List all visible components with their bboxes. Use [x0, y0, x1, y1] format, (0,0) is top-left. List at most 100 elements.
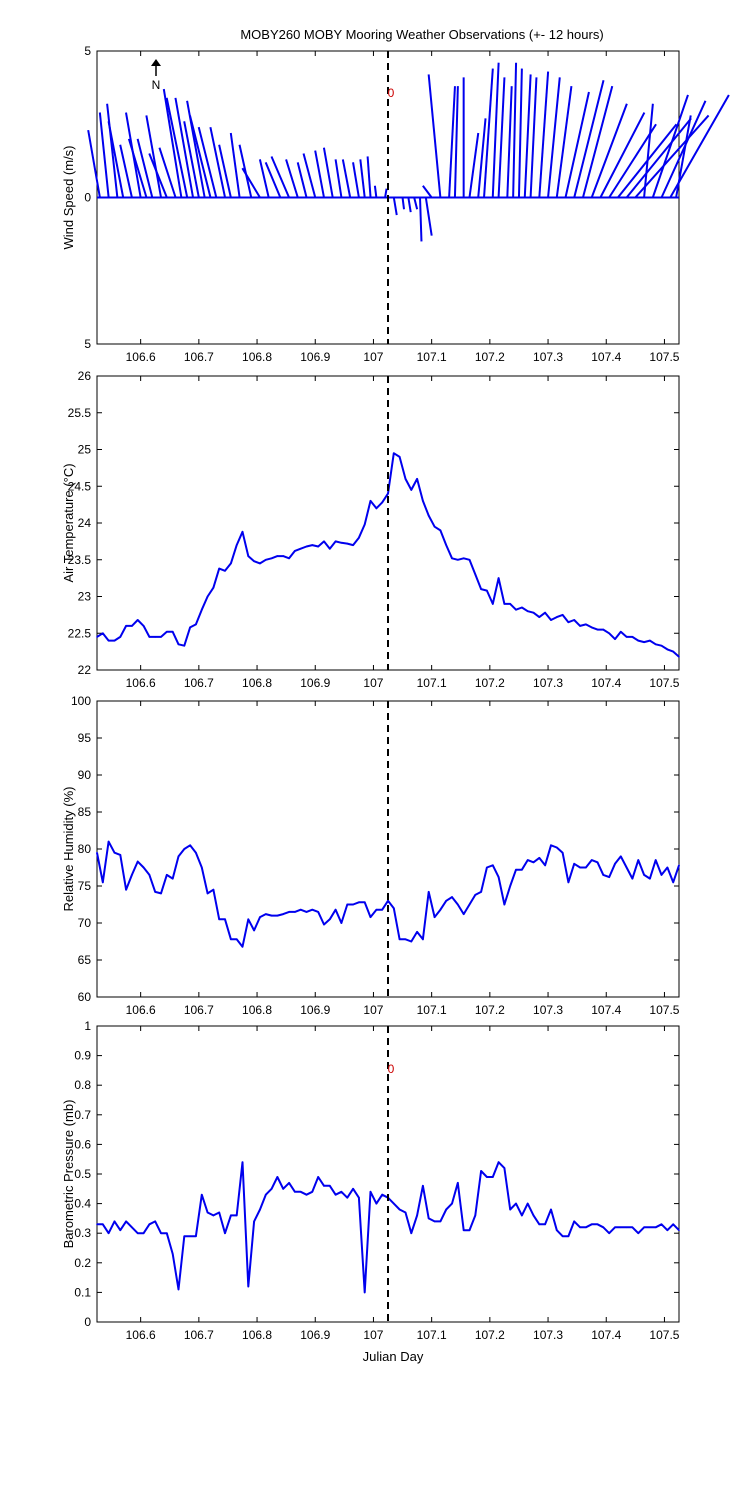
wind-vector [106, 103, 119, 198]
data-point [171, 630, 174, 633]
x-tick-label: 106.8 [242, 676, 272, 690]
data-point [282, 1188, 285, 1190]
data-point [497, 876, 500, 878]
data-point [491, 864, 494, 867]
data-point [119, 636, 122, 638]
data-point [433, 525, 436, 528]
y-tick-label: 0.4 [74, 1197, 91, 1211]
data-point [131, 625, 133, 627]
data-point [224, 569, 226, 572]
data-point [608, 876, 610, 878]
wind-vector [651, 94, 689, 198]
y-tick-label: 80 [78, 842, 92, 856]
data-point [561, 851, 564, 854]
data-point [276, 914, 279, 917]
wind-vector [197, 126, 218, 198]
x-tick-label: 107.2 [475, 676, 505, 690]
data-point [416, 478, 418, 480]
data-point [381, 1193, 383, 1196]
data-point [166, 1232, 168, 1234]
data-point [294, 550, 296, 552]
data-point [526, 859, 529, 861]
data-point [154, 636, 156, 638]
data-point [422, 500, 424, 502]
wind-vector [625, 117, 692, 199]
data-point [620, 1226, 622, 1229]
x-tick-label: 107.4 [591, 350, 621, 364]
data-point [317, 911, 319, 913]
data-point [625, 636, 628, 638]
data-point [329, 918, 331, 921]
data-point [666, 866, 669, 869]
wind-vector [401, 197, 406, 210]
data-point [189, 1235, 191, 1237]
wind-vector [352, 162, 360, 198]
data-point [340, 1190, 343, 1193]
wind-vector [483, 68, 494, 198]
data-point [637, 859, 640, 861]
data-point [538, 616, 541, 618]
data-point [259, 916, 261, 918]
x-tick-label: 107.1 [417, 676, 447, 690]
wind-vector [582, 85, 614, 198]
data-point [352, 544, 354, 546]
data-point [224, 918, 226, 921]
wind-vector [564, 91, 590, 198]
wind-vector [675, 115, 692, 198]
data-point [177, 1288, 180, 1291]
data-point [305, 911, 308, 913]
data-point [602, 1226, 605, 1229]
data-point [131, 874, 133, 876]
y-tick-label: 75 [78, 879, 92, 893]
data-point [608, 1232, 610, 1234]
data-point [107, 639, 110, 642]
x-tick-label: 106.7 [184, 676, 214, 690]
data-point [113, 851, 116, 854]
data-point [631, 636, 634, 638]
x-tick-label: 107 [363, 1003, 383, 1017]
data-point [654, 1226, 657, 1229]
x-tick-label: 107.3 [533, 1328, 563, 1342]
data-point [96, 1223, 98, 1226]
x-tick-label: 107 [363, 350, 383, 364]
data-point [555, 616, 558, 618]
data-point [439, 529, 442, 532]
data-point [486, 589, 488, 592]
data-point [497, 1161, 500, 1163]
wind-vector [506, 86, 513, 198]
data-point [445, 900, 448, 902]
data-point [200, 1193, 203, 1196]
data-point [596, 1223, 599, 1226]
data-point [393, 1202, 395, 1205]
data-point [212, 1214, 215, 1217]
data-point [491, 603, 494, 605]
data-point [270, 914, 273, 917]
data-point [643, 641, 645, 643]
data-point [224, 1232, 226, 1234]
x-tick-label: 107.5 [649, 1003, 679, 1017]
data-point [125, 1220, 127, 1223]
data-point [113, 639, 116, 642]
data-point [102, 881, 104, 884]
data-point [654, 859, 657, 861]
data-point [171, 877, 174, 880]
x-tick-label: 106.7 [184, 350, 214, 364]
x-tick-label: 107.4 [591, 1003, 621, 1017]
data-point [107, 1232, 110, 1234]
data-point [427, 1217, 430, 1220]
y-axis-label: Wind Speed (m/s) [61, 145, 76, 249]
x-tick-label: 107 [363, 676, 383, 690]
y-tick-label: 0.6 [74, 1137, 91, 1151]
data-point [323, 1185, 325, 1187]
data-point [573, 863, 576, 865]
wind-vector [341, 159, 352, 198]
data-point [561, 614, 564, 616]
data-point [567, 881, 570, 884]
data-point [468, 1229, 471, 1232]
data-point [532, 1214, 535, 1217]
x-tick-label: 107.1 [417, 1003, 447, 1017]
data-point [183, 644, 186, 647]
data-point [550, 619, 552, 621]
data-point [620, 630, 622, 633]
y-tick-label: 26 [78, 369, 92, 383]
